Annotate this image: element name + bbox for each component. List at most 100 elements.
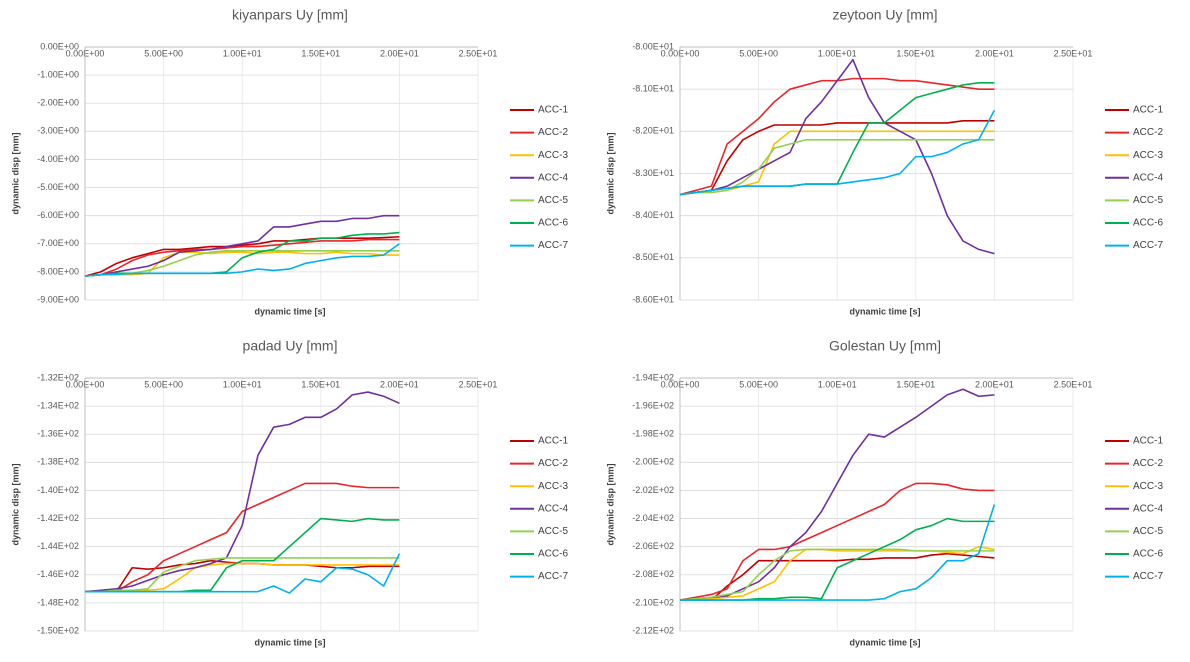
y-tick-label: -1.40E+02 bbox=[37, 485, 79, 495]
y-tick-label: -1.32E+02 bbox=[37, 372, 79, 382]
legend-label: ACC-7 bbox=[1133, 240, 1163, 251]
y-tick-label: -8.20E+01 bbox=[632, 126, 674, 136]
x-tick-label: 2.00E+01 bbox=[975, 379, 1014, 389]
y-tick-label: -1.38E+02 bbox=[37, 457, 79, 467]
x-tick-label: 1.50E+01 bbox=[896, 48, 935, 58]
x-tick-label: 2.00E+01 bbox=[380, 379, 419, 389]
data-line bbox=[84, 243, 400, 277]
y-tick-label: -4.00E+00 bbox=[37, 154, 79, 164]
y-tick-label: -1.34E+02 bbox=[37, 400, 79, 410]
legend-label: ACC-6 bbox=[1133, 549, 1163, 560]
y-tick-label: -2.02E+02 bbox=[632, 485, 674, 495]
legend-label: ACC-5 bbox=[1133, 195, 1163, 206]
y-tick-label: -9.00E+00 bbox=[37, 294, 79, 304]
y-tick-label: -2.10E+02 bbox=[632, 597, 674, 607]
x-axis-title: dynamic time [s] bbox=[849, 306, 920, 316]
x-tick-label: 2.00E+01 bbox=[975, 48, 1014, 58]
y-tick-label: -1.48E+02 bbox=[37, 597, 79, 607]
y-tick-label: -8.60E+01 bbox=[632, 294, 674, 304]
data-line bbox=[84, 391, 400, 593]
x-axis-title: dynamic time [s] bbox=[849, 637, 920, 647]
x-tick-label: 2.50E+01 bbox=[459, 48, 498, 58]
y-tick-label: -2.08E+02 bbox=[632, 569, 674, 579]
x-axis-title: dynamic time [s] bbox=[254, 306, 325, 316]
data-line bbox=[84, 235, 400, 277]
legend-label: ACC-6 bbox=[1133, 218, 1163, 229]
data-line bbox=[84, 214, 400, 277]
legend-label: ACC-2 bbox=[538, 458, 568, 469]
chart-panel: padad Uy [mm] dynamic time [s] dynamic dis… bbox=[10, 338, 568, 648]
data-line bbox=[85, 557, 400, 593]
x-tick-label: 1.50E+01 bbox=[301, 379, 340, 389]
y-tick-label: -2.04E+02 bbox=[632, 513, 674, 523]
y-tick-label: -8.30E+01 bbox=[632, 168, 674, 178]
y-axis-title: dynamic disp [mm] bbox=[10, 132, 20, 214]
y-tick-label: -8.50E+01 bbox=[632, 252, 674, 262]
legend-label: ACC-4 bbox=[1133, 503, 1163, 514]
y-tick-label: 0.00E+00 bbox=[40, 41, 79, 51]
legend-label: ACC-5 bbox=[538, 195, 568, 206]
data-line bbox=[680, 552, 995, 601]
legend-label: ACC-1 bbox=[538, 105, 568, 116]
x-tick-label: 2.50E+01 bbox=[1054, 379, 1093, 389]
x-tick-label: 5.00E+00 bbox=[144, 379, 183, 389]
data-line bbox=[679, 548, 995, 601]
x-tick-label: 1.50E+01 bbox=[301, 48, 340, 58]
chart-panel: Golestan Uy [mm] dynamic time [s] dynamic … bbox=[605, 338, 1163, 648]
y-tick-label: -8.00E+00 bbox=[37, 266, 79, 276]
x-tick-label: 2.50E+01 bbox=[459, 379, 498, 389]
y-tick-label: -1.96E+02 bbox=[632, 400, 674, 410]
x-tick-label: 5.00E+00 bbox=[739, 48, 778, 58]
data-line bbox=[84, 238, 400, 277]
x-axis-title: dynamic time [s] bbox=[254, 637, 325, 647]
legend-label: ACC-3 bbox=[1133, 150, 1163, 161]
x-tick-label: 2.50E+01 bbox=[1054, 48, 1093, 58]
y-axis-title: dynamic disp [mm] bbox=[605, 463, 615, 545]
data-line bbox=[680, 504, 996, 601]
legend-label: ACC-4 bbox=[538, 503, 568, 514]
y-tick-label: -1.44E+02 bbox=[37, 541, 79, 551]
y-tick-label: -1.36E+02 bbox=[37, 429, 79, 439]
y-tick-label: -7.00E+00 bbox=[37, 238, 79, 248]
y-tick-label: -2.00E+00 bbox=[37, 98, 79, 108]
y-tick-label: -2.00E+02 bbox=[632, 457, 674, 467]
legend-label: ACC-3 bbox=[538, 150, 568, 161]
legend-label: ACC-4 bbox=[1133, 172, 1163, 183]
y-tick-label: -1.98E+02 bbox=[632, 429, 674, 439]
chart-title: Golestan Uy [mm] bbox=[829, 338, 941, 354]
legend-label: ACC-7 bbox=[538, 571, 568, 582]
x-tick-label: 1.50E+01 bbox=[896, 379, 935, 389]
x-tick-label: 1.00E+01 bbox=[818, 379, 857, 389]
x-tick-label: 5.00E+00 bbox=[144, 48, 183, 58]
chart-panel: zeytoon Uy [mm] dynamic time [s] dynamic d… bbox=[605, 7, 1163, 317]
x-tick-label: 1.00E+01 bbox=[223, 379, 262, 389]
x-tick-label: 1.00E+01 bbox=[818, 48, 857, 58]
legend-label: ACC-7 bbox=[538, 240, 568, 251]
y-tick-label: -2.12E+02 bbox=[632, 625, 674, 635]
y-tick-label: -1.00E+00 bbox=[37, 69, 79, 79]
legend-label: ACC-6 bbox=[538, 549, 568, 560]
data-line bbox=[679, 482, 995, 601]
legend-label: ACC-2 bbox=[1133, 458, 1163, 469]
data-line bbox=[679, 109, 996, 196]
legend-label: ACC-4 bbox=[538, 172, 568, 183]
legend-label: ACC-7 bbox=[1133, 571, 1163, 582]
legend-label: ACC-5 bbox=[1133, 526, 1163, 537]
data-line bbox=[679, 119, 995, 196]
y-tick-label: -1.42E+02 bbox=[37, 513, 79, 523]
legend-label: ACC-2 bbox=[538, 127, 568, 138]
data-line bbox=[680, 545, 995, 601]
y-tick-label: -1.50E+02 bbox=[37, 625, 79, 635]
legend-label: ACC-3 bbox=[1133, 481, 1163, 492]
x-tick-label: 2.00E+01 bbox=[380, 48, 419, 58]
y-tick-label: -1.94E+02 bbox=[632, 372, 674, 382]
legend-label: ACC-1 bbox=[538, 436, 568, 447]
chart-title: padad Uy [mm] bbox=[243, 338, 338, 354]
y-tick-label: -2.06E+02 bbox=[632, 541, 674, 551]
data-line bbox=[85, 553, 401, 594]
x-tick-label: 1.00E+01 bbox=[223, 48, 262, 58]
x-tick-label: 5.00E+00 bbox=[739, 379, 778, 389]
chart-panel: kiyanpars Uy [mm] dynamic time [s] dynamic… bbox=[10, 7, 568, 317]
legend-label: ACC-5 bbox=[538, 526, 568, 537]
y-tick-label: -8.40E+01 bbox=[632, 210, 674, 220]
